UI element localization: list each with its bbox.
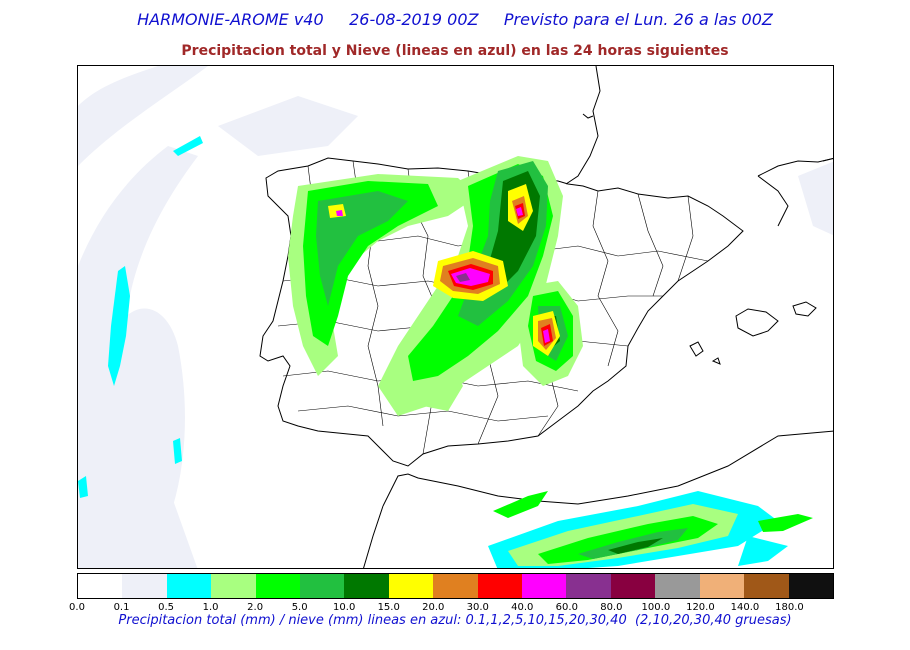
legend-swatch	[211, 574, 256, 598]
legend-swatch	[655, 574, 700, 598]
legend-swatch	[255, 574, 301, 598]
legend-swatch	[122, 574, 167, 598]
precipitation-map	[77, 65, 834, 569]
atlantic-cyan-precip	[78, 136, 203, 498]
legend-swatch	[344, 574, 389, 598]
legend-tick-label: 10.0	[333, 602, 356, 613]
legend-ticks: 0.0 0.1 0.5 1.0 2.0 5.0 10.0 15.0 20.0 30.0 40.0 60…	[69, 602, 834, 616]
legend-tick-label: 2.0	[247, 602, 264, 613]
map-canvas	[78, 66, 833, 568]
map-subtitle: Precipitacion total y Nieve (lineas en a…	[181, 43, 729, 59]
legend-swatch	[788, 574, 833, 598]
legend-tick-label: 5.0	[291, 602, 308, 613]
legend-swatch	[744, 574, 789, 598]
legend-colorbar	[77, 573, 834, 599]
legend-tick-label: 30.0	[466, 602, 489, 613]
legend-swatch	[78, 574, 123, 598]
legend-tick-label: 140.0	[730, 602, 760, 613]
precip-africa	[488, 491, 813, 568]
legend-tick-label: 100.0	[641, 602, 671, 613]
legend-tick-label: 0.1	[113, 602, 130, 613]
legend-tick-label: 1.0	[202, 602, 219, 613]
map-title: HARMONIE-AROME v40 26-08-2019 00Z Previs…	[137, 10, 773, 29]
legend-swatch	[522, 574, 567, 598]
legend-swatch	[566, 574, 611, 598]
legend-swatch	[166, 574, 212, 598]
legend-tick-label: 60.0	[555, 602, 578, 613]
legend-swatch	[699, 574, 745, 598]
legend-swatch	[610, 574, 656, 598]
legend-tick-label: 40.0	[511, 602, 534, 613]
legend-swatch	[300, 574, 345, 598]
legend-tick-label: 0.0	[69, 602, 85, 613]
legend-tick-label: 180.0	[775, 602, 804, 613]
precip-purple	[456, 273, 470, 282]
atlantic-light-precip	[78, 66, 833, 568]
legend-tick-label: 0.5	[158, 602, 174, 613]
legend-tick-label: 15.0	[377, 602, 400, 613]
legend-swatch	[477, 574, 523, 598]
legend-tick-label: 120.0	[686, 602, 715, 613]
legend-swatch	[433, 574, 478, 598]
legend-tick-label: 20.0	[422, 602, 445, 613]
legend-swatch	[388, 574, 434, 598]
legend-caption: Precipitacion total (mm) / nieve (mm) li…	[118, 613, 792, 628]
legend-tick-label: 80.0	[600, 602, 623, 613]
